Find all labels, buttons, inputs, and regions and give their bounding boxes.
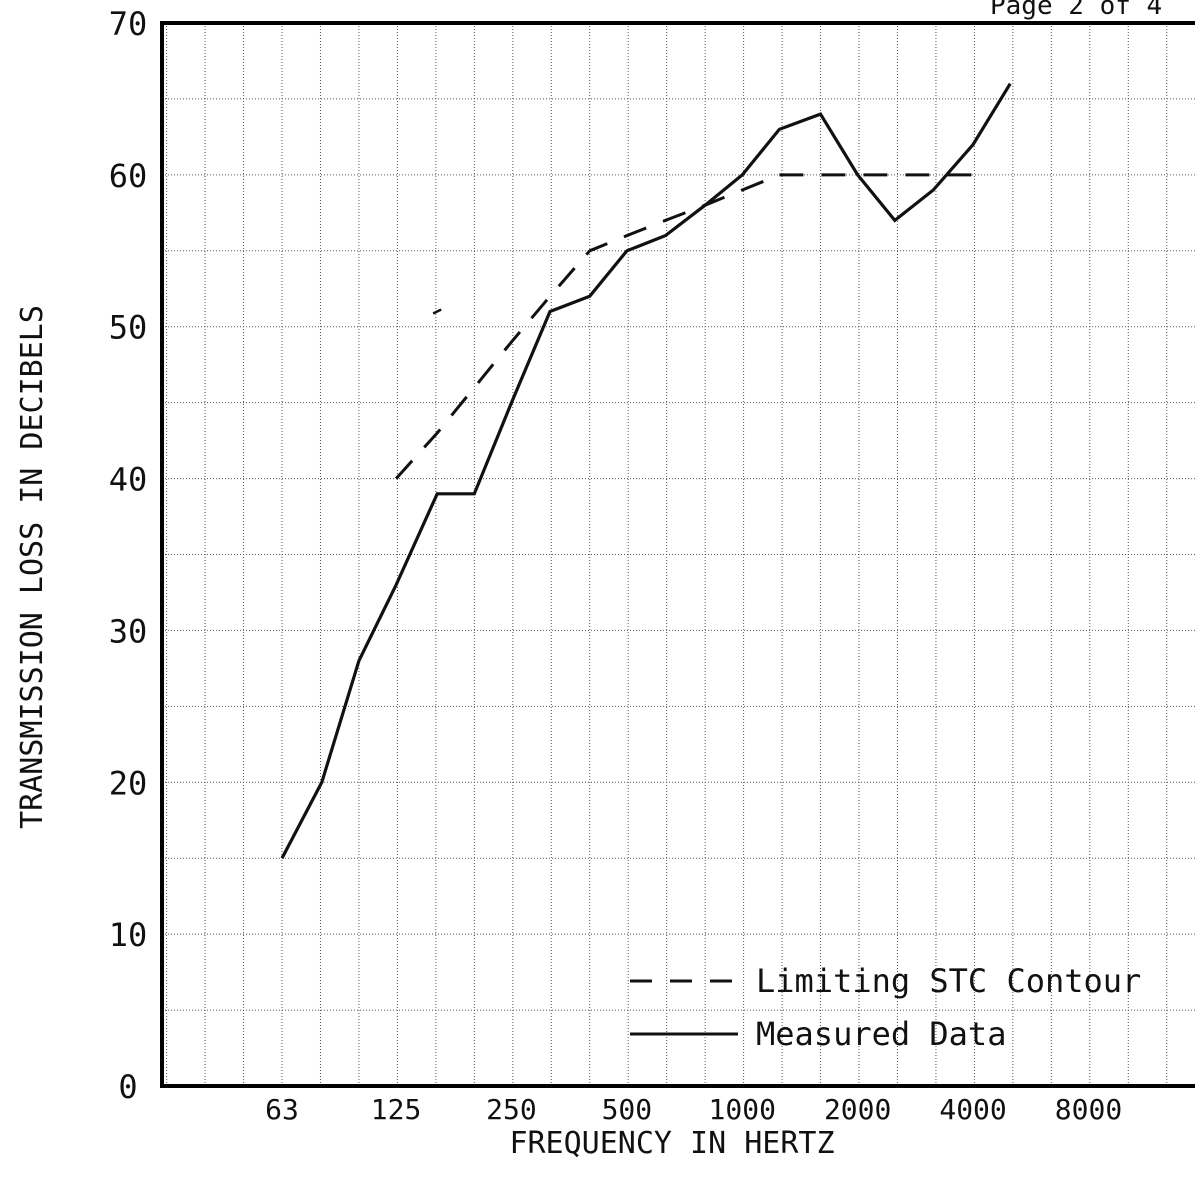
legend-label-limiting-stc: Limiting STC Contour <box>756 962 1141 1000</box>
y-tick-label: 60 <box>109 157 148 195</box>
y-axis-label: TRANSMISSION LOSS IN DECIBELS <box>15 305 50 829</box>
x-tick-label: 8000 <box>1055 1093 1122 1126</box>
x-tick-label: 2000 <box>824 1093 891 1126</box>
legend: Limiting STC Contour Measured Data <box>630 962 1141 1053</box>
y-tick-label: 50 <box>109 309 148 347</box>
tick-labels: 0 10 20 30 40 50 60 70 63 125 250 500 1000 2000 4000 80… <box>109 5 1122 1126</box>
x-tick-label: 125 <box>371 1093 422 1126</box>
x-tick-label: 1000 <box>709 1093 776 1126</box>
y-tick-label: 70 <box>109 5 148 43</box>
x-tick-label: 500 <box>602 1093 653 1126</box>
y-tick-label: 0 <box>118 1068 137 1106</box>
stc-contour-line <box>394 173 780 480</box>
axes <box>160 21 1195 1088</box>
y-tick-label: 10 <box>109 916 148 954</box>
legend-item-limiting-stc: Limiting STC Contour <box>630 962 1141 1000</box>
x-axis-label: FREQUENCY IN HERTZ <box>509 1126 834 1161</box>
x-tick-label: 63 <box>265 1093 299 1126</box>
y-tick-label: 40 <box>109 461 148 499</box>
y-tick-label: 20 <box>109 764 148 802</box>
page-label: Page 2 of 4 <box>990 0 1162 21</box>
x-tick-label: 250 <box>486 1093 537 1126</box>
measured-data-line <box>280 82 1012 859</box>
y-tick-label: 30 <box>109 612 148 650</box>
x-tick-label: 4000 <box>939 1093 1006 1126</box>
stray-mark <box>432 308 442 315</box>
legend-label-measured: Measured Data <box>756 1015 1006 1053</box>
gridlines <box>162 23 1195 1086</box>
series-layer <box>280 82 1012 859</box>
legend-item-measured: Measured Data <box>630 1015 1006 1053</box>
